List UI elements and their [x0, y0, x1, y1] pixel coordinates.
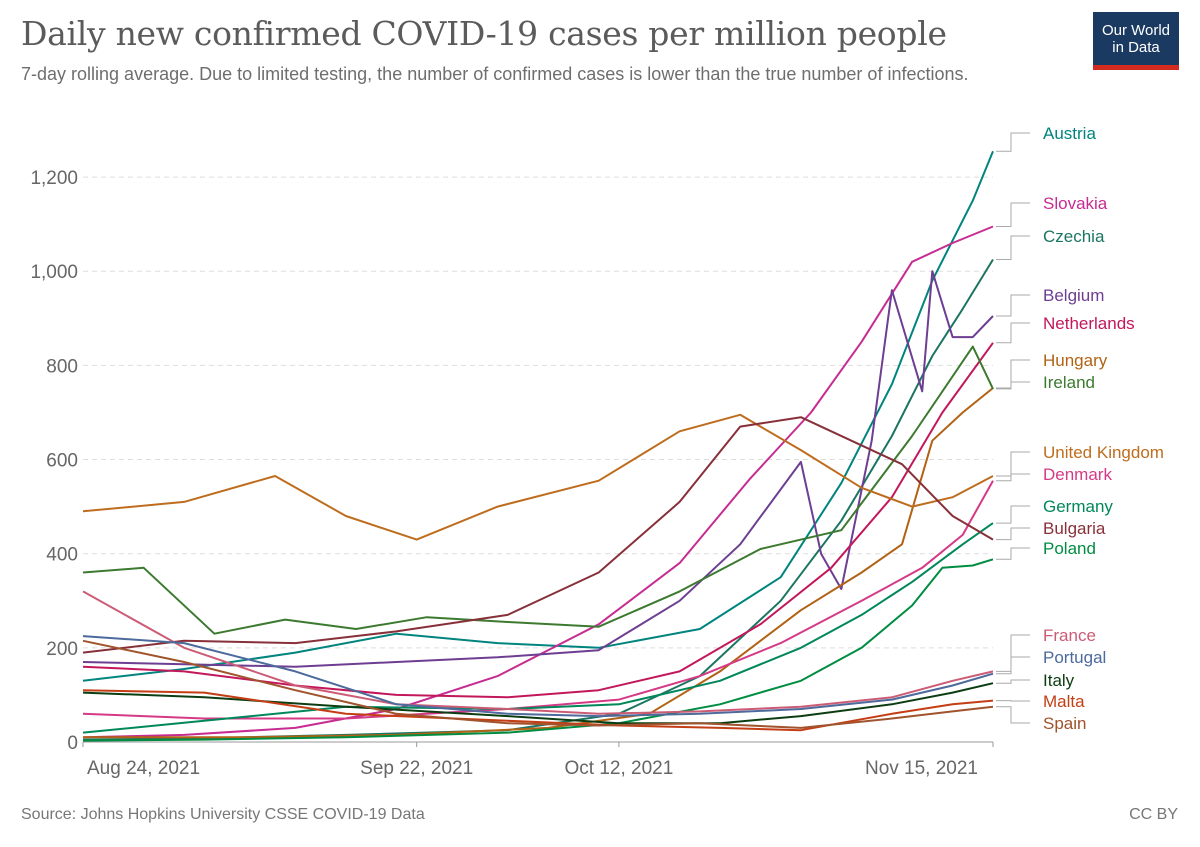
y-tick-label: 0 [67, 733, 78, 754]
gridlines [83, 176, 993, 649]
series-line-france[interactable] [82, 590, 994, 715]
series-label-italy[interactable]: Italy [1043, 671, 1075, 690]
y-tick-label: 400 [46, 545, 78, 566]
series-line-ireland[interactable] [82, 345, 994, 635]
series-lines [82, 150, 994, 742]
series-line-hungary[interactable] [83, 387, 994, 739]
label-connector [996, 132, 1030, 152]
license-link[interactable]: CC BY [1129, 806, 1178, 823]
label-connector [996, 381, 1030, 390]
series-line-germany[interactable] [82, 522, 994, 734]
label-connector [996, 706, 1030, 724]
y-tick-label: 1,200 [30, 168, 78, 189]
series-label-ireland[interactable]: Ireland [1043, 373, 1095, 392]
series-line-united-kingdom[interactable] [82, 413, 994, 541]
y-tick-label: 600 [46, 451, 78, 472]
series-label-portugal[interactable]: Portugal [1043, 648, 1106, 667]
y-tick-label: 200 [46, 639, 78, 660]
label-connector [996, 294, 1030, 317]
series-line-bulgaria[interactable] [82, 416, 994, 654]
series-label-spain[interactable]: Spain [1043, 714, 1086, 733]
series-label-austria[interactable]: Austria [1043, 124, 1096, 143]
chart-title: Daily new confirmed COVID-19 cases per m… [21, 14, 947, 53]
label-connector [996, 359, 1030, 389]
label-connector [996, 634, 1030, 672]
label-connector [996, 505, 1030, 524]
series-line-poland[interactable] [82, 558, 994, 742]
series-label-france[interactable]: France [1043, 626, 1096, 645]
series-label-poland[interactable]: Poland [1043, 539, 1096, 558]
series-label-czechia[interactable]: Czechia [1043, 227, 1105, 246]
series-labels: Austria Slovakia Czechia Belgium Netherlands… [996, 124, 1164, 733]
y-tick-label: 800 [46, 356, 78, 377]
label-connector [996, 451, 1030, 477]
label-connector [996, 473, 1030, 482]
series-line-belgium[interactable] [82, 270, 994, 668]
logo-accent-bar [1093, 65, 1179, 70]
label-connector [996, 527, 1030, 541]
label-connector [996, 656, 1030, 675]
label-connector [996, 235, 1030, 260]
series-line-netherlands[interactable] [82, 342, 994, 699]
series-label-germany[interactable]: Germany [1043, 497, 1113, 516]
series-label-netherlands[interactable]: Netherlands [1043, 314, 1135, 333]
source-note[interactable]: Source: Johns Hopkins University CSSE CO… [21, 806, 425, 823]
series-label-bulgaria[interactable]: Bulgaria [1043, 519, 1106, 538]
series-label-united-kingdom[interactable]: United Kingdom [1043, 443, 1164, 462]
series-line-slovakia[interactable] [82, 225, 994, 739]
series-label-belgium[interactable]: Belgium [1043, 286, 1104, 305]
x-tick-label: Aug 24, 2021 [87, 758, 200, 779]
logo-line-1: Our World [1101, 22, 1171, 39]
x-tick-label: Sep 22, 2021 [360, 758, 473, 779]
x-tick-label: Oct 12, 2021 [564, 758, 673, 779]
series-line-portugal[interactable] [82, 635, 994, 718]
y-axis-ticks: 0 200 400 600 800 1,000 1,200 [30, 168, 78, 754]
x-axis: Aug 24, 2021 Sep 22, 2021 Oct 12, 2021 Nov … [82, 741, 994, 779]
label-connector [996, 202, 1030, 227]
series-line-denmark[interactable] [82, 480, 994, 720]
series-line-spain[interactable] [82, 639, 994, 729]
series-label-malta[interactable]: Malta [1043, 692, 1085, 711]
label-connector [996, 679, 1030, 684]
chart-subtitle: 7-day rolling average. Due to limited te… [21, 64, 969, 84]
series-label-denmark[interactable]: Denmark [1043, 465, 1112, 484]
owid-logo[interactable]: Our World in Data [1093, 12, 1179, 70]
series-line-malta[interactable] [82, 689, 994, 732]
label-connector [996, 322, 1030, 344]
logo-line-2: in Data [1112, 39, 1160, 56]
y-tick-label: 1,000 [30, 262, 78, 283]
series-label-hungary[interactable]: Hungary [1043, 351, 1108, 370]
series-label-slovakia[interactable]: Slovakia [1043, 194, 1108, 213]
x-tick-label: Nov 15, 2021 [865, 758, 978, 779]
label-connector [996, 547, 1030, 560]
series-line-czechia[interactable] [82, 258, 994, 741]
